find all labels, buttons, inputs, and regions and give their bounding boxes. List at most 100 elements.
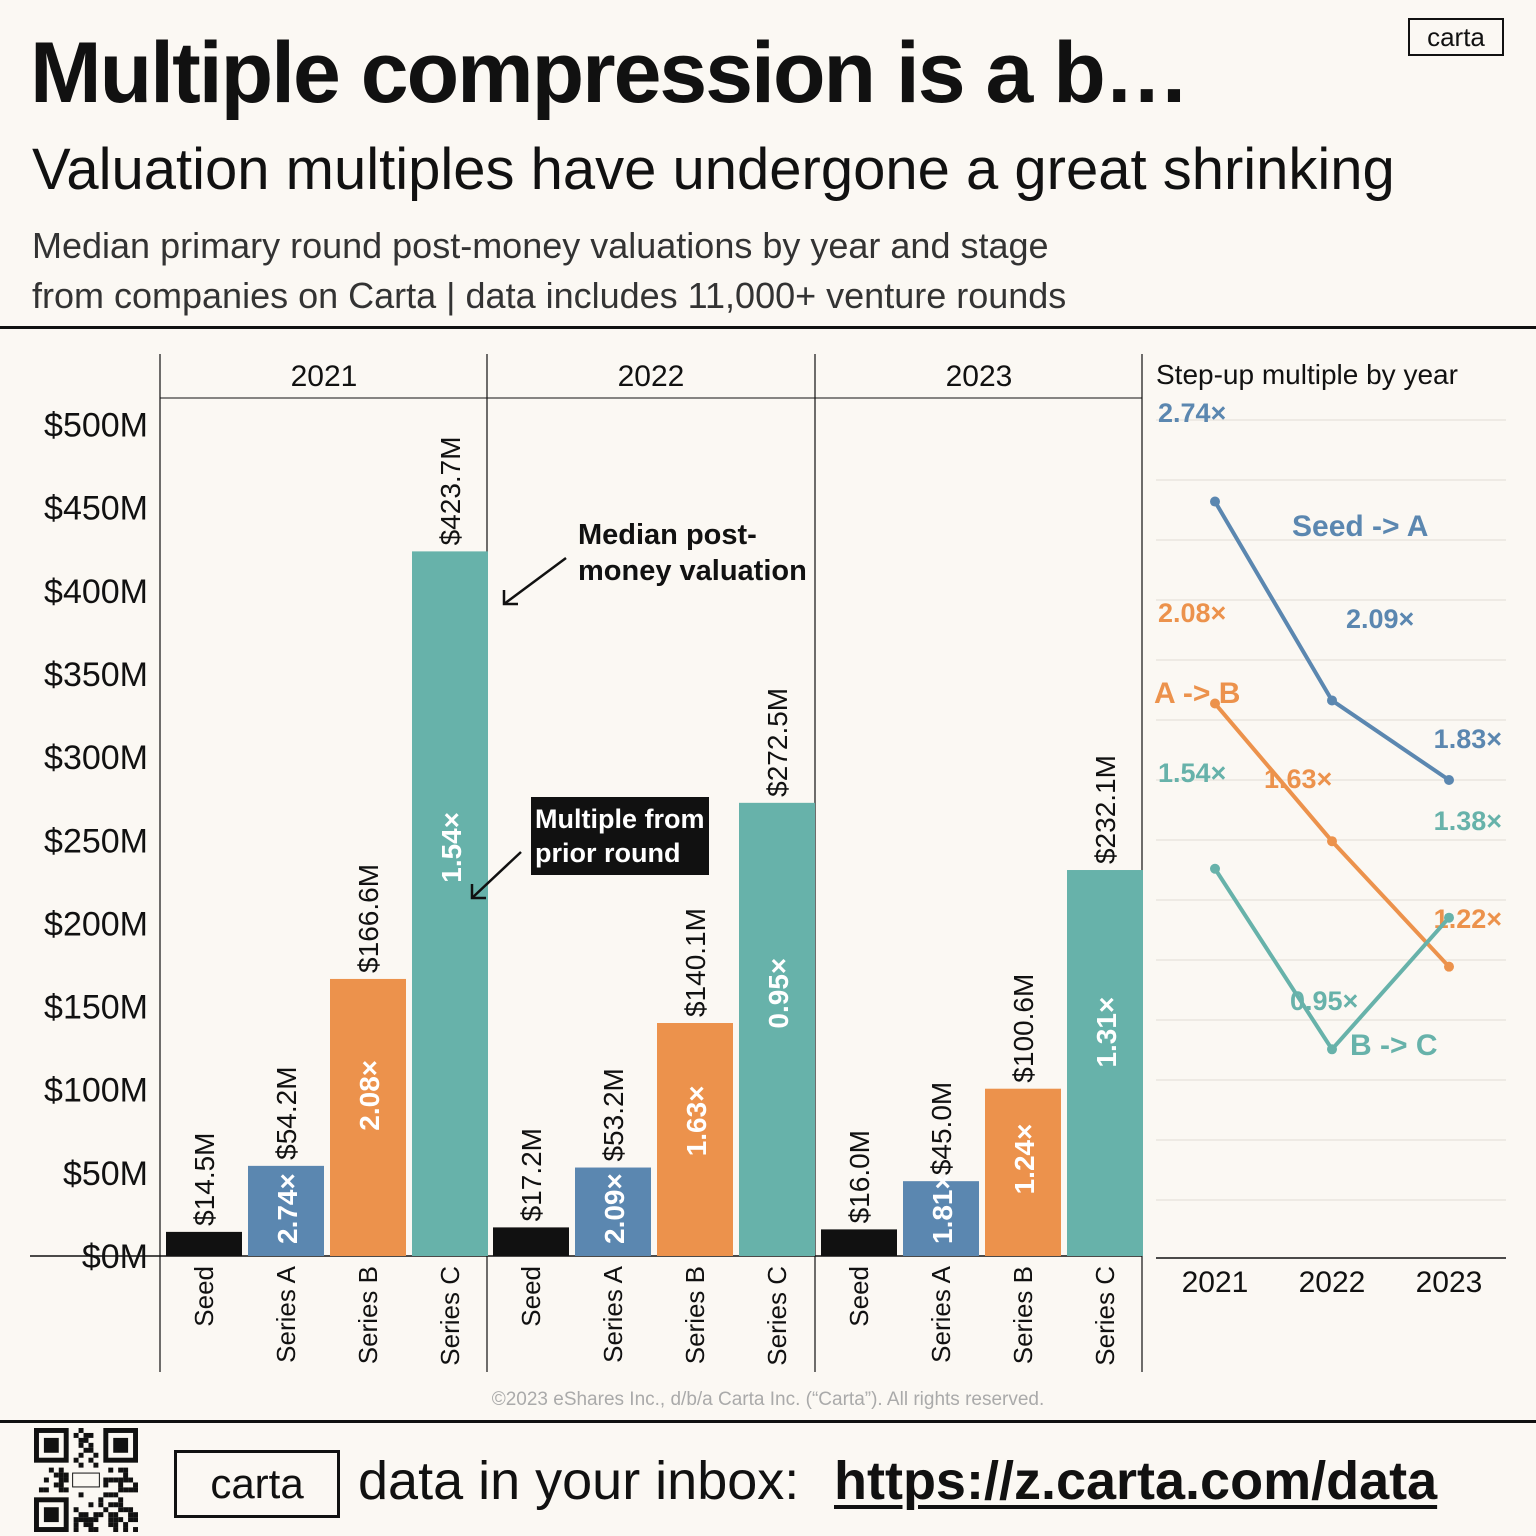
series-point [1327, 1044, 1337, 1055]
point-label: 1.54× [1158, 758, 1226, 788]
line-x-tick-label: 2023 [1416, 1266, 1483, 1299]
category-label: Series A [598, 1265, 628, 1362]
annotation-multiple-box [531, 797, 709, 875]
series-line [1213, 500, 1451, 782]
y-tick-label: $300M [44, 739, 148, 777]
bar [166, 1231, 242, 1256]
bar-value-label: $272.5M [762, 688, 793, 797]
y-tick-label: $50M [63, 1155, 148, 1193]
category-label: Series B [1008, 1266, 1038, 1364]
bar [1067, 870, 1143, 1256]
line-x-tick-label: 2021 [1182, 1266, 1249, 1299]
series-point [1327, 836, 1337, 847]
facet-label: 2021 [291, 360, 358, 393]
bar-multiple-label: 0.95× [763, 958, 794, 1029]
bar [248, 1165, 324, 1256]
point-label: 1.63× [1264, 764, 1332, 794]
series-line [1213, 702, 1451, 969]
bar-value-label: $166.6M [353, 864, 384, 973]
bar-value-label: $100.6M [1008, 974, 1039, 1083]
bar-value-label: $423.7M [435, 436, 466, 545]
category-label: Series A [271, 1265, 301, 1362]
facet-label: 2022 [618, 360, 685, 393]
y-tick-label: $0M [82, 1238, 148, 1276]
category-label: Series B [353, 1266, 383, 1364]
line-chart-title: Step-up multiple by year [1156, 359, 1458, 390]
category-label: Series B [680, 1266, 710, 1364]
carta-logo-footer: carta [174, 1450, 340, 1518]
category-label: Series C [435, 1266, 465, 1366]
bar [412, 551, 488, 1256]
y-tick-label: $500M [44, 407, 148, 445]
y-tick-label: $200M [44, 905, 148, 943]
bar-multiple-label: 1.24× [1009, 1124, 1040, 1195]
point-label: 2.74× [1158, 398, 1226, 428]
bar-value-label: $14.5M [189, 1132, 220, 1225]
bar [739, 802, 815, 1256]
y-tick-label: $100M [44, 1072, 148, 1110]
category-label: Seed [189, 1266, 219, 1327]
series-point [1210, 496, 1220, 507]
bar [493, 1227, 569, 1256]
y-tick-label: $450M [44, 490, 148, 528]
header-divider [0, 326, 1536, 329]
bar-value-label: $232.1M [1090, 755, 1121, 864]
series-point [1444, 775, 1454, 786]
series-point [1444, 912, 1454, 923]
bar-multiple-label: 1.31× [1091, 997, 1122, 1068]
y-tick-label: $250M [44, 822, 148, 860]
point-label: 1.83× [1434, 724, 1502, 754]
point-label: 0.95× [1290, 986, 1358, 1016]
y-tick-label: $400M [44, 573, 148, 611]
bar-multiple-label: 2.08× [354, 1060, 385, 1131]
y-tick-label: $350M [44, 656, 148, 694]
series-name-label: A -> B [1154, 677, 1240, 710]
annotation-valuation-line1: Median post- [578, 519, 757, 551]
bar-value-label: $17.2M [516, 1128, 547, 1221]
series-name-label: Seed -> A [1292, 510, 1428, 543]
chart-description-line-1: Median primary round post-money valuatio… [32, 225, 1049, 266]
series-point [1210, 863, 1220, 874]
annotation-arrowhead [502, 590, 518, 606]
bar [903, 1181, 979, 1256]
bar-value-label: $16.0M [844, 1130, 875, 1223]
copyright-notice: ©2023 eShares Inc., d/b/a Carta Inc. (“C… [491, 1389, 1045, 1410]
carta-logo: carta [1408, 18, 1504, 56]
point-label: 1.38× [1434, 806, 1502, 836]
line-x-tick-label: 2022 [1299, 1266, 1366, 1299]
bar-multiple-label: 1.54× [436, 812, 467, 883]
annotation-arrow [471, 851, 522, 899]
bar-value-label: $53.2M [598, 1068, 629, 1161]
qr-code[interactable] [34, 1428, 138, 1532]
bar [821, 1229, 897, 1256]
category-label: Series A [926, 1265, 956, 1362]
category-label: Seed [844, 1266, 874, 1327]
bar-value-label: $45.0M [926, 1082, 957, 1175]
annotation-valuation-line2: money valuation [578, 555, 807, 587]
y-tick-label: $150M [44, 989, 148, 1027]
chart-subtitle: Valuation multiples have undergone a gre… [32, 137, 1395, 202]
bar-multiple-label: 1.81× [927, 1173, 958, 1244]
series-point [1210, 698, 1220, 709]
category-label: Series C [1090, 1266, 1120, 1366]
bar [657, 1023, 733, 1256]
footer-divider [0, 1420, 1536, 1423]
cta-link[interactable]: https://z.carta.com/data [834, 1451, 1438, 1511]
facet-label: 2023 [946, 360, 1013, 393]
bar-multiple-label: 2.09× [599, 1173, 630, 1244]
cta-text: data in your inbox: [358, 1451, 800, 1511]
bar [330, 978, 406, 1256]
annotation-multiple-line2: prior round [535, 838, 680, 868]
bar [985, 1088, 1061, 1256]
series-point [1444, 961, 1454, 972]
chart-title: Multiple compression is a b… [30, 25, 1190, 121]
bar-multiple-label: 1.63× [681, 1085, 712, 1156]
category-label: Seed [516, 1266, 546, 1327]
bar-value-label: $54.2M [271, 1066, 302, 1159]
series-point [1327, 695, 1337, 706]
point-label: 2.08× [1158, 598, 1226, 628]
annotation-arrowhead [470, 884, 486, 900]
bar-value-label: $140.1M [680, 908, 711, 1017]
series-line [1213, 867, 1451, 1052]
